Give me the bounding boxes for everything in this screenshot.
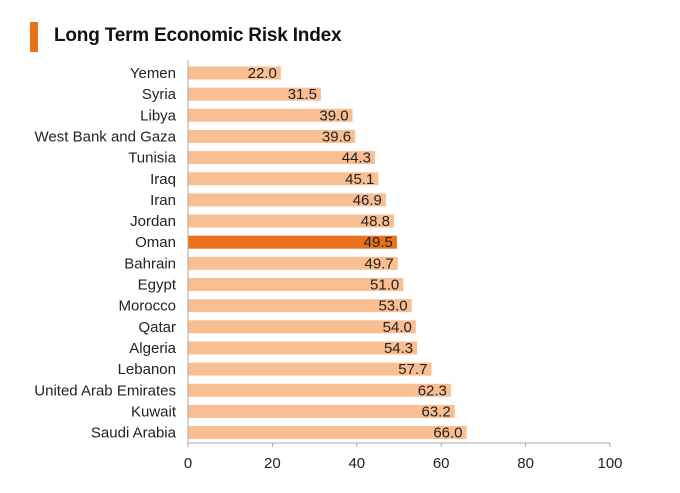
bar <box>188 362 432 376</box>
category-label: Bahrain <box>124 255 176 272</box>
bar <box>188 341 418 355</box>
chart-title: Long Term Economic Risk Index <box>54 25 342 46</box>
category-label: Oman <box>135 234 176 251</box>
value-label: 46.9 <box>353 192 382 209</box>
value-label: 62.3 <box>418 382 447 399</box>
bar <box>188 87 321 101</box>
bar <box>188 151 375 165</box>
value-label: 63.2 <box>421 403 450 420</box>
value-label: 53.0 <box>378 298 407 315</box>
category-label: Morocco <box>118 298 176 315</box>
bar <box>188 108 353 122</box>
bar <box>188 404 455 418</box>
category-label: Lebanon <box>118 361 176 378</box>
value-label: 49.7 <box>365 255 394 272</box>
value-label: 39.6 <box>322 128 351 145</box>
x-tick-label: 20 <box>264 455 281 472</box>
x-tick-label: 0 <box>184 455 192 472</box>
category-label: Iran <box>150 192 176 209</box>
x-tick-label: 80 <box>517 455 534 472</box>
category-label: Libya <box>140 107 177 124</box>
bar <box>188 214 394 228</box>
x-tick-label: 60 <box>433 455 450 472</box>
category-label: Syria <box>142 86 177 103</box>
category-label: Jordan <box>130 213 176 230</box>
bar <box>188 278 404 291</box>
value-label: 44.3 <box>342 150 371 167</box>
bar <box>188 320 416 334</box>
category-label: Kuwait <box>131 403 177 420</box>
value-label: 39.0 <box>319 107 348 124</box>
category-label: Iraq <box>150 171 176 188</box>
category-label: United Arab Emirates <box>34 382 176 399</box>
x-tick-label: 100 <box>597 455 622 472</box>
value-label: 54.0 <box>383 319 412 336</box>
x-tick-label: 40 <box>348 455 365 472</box>
value-label: 22.0 <box>248 65 277 82</box>
category-label: Egypt <box>138 277 177 294</box>
value-label: 54.3 <box>384 340 413 357</box>
category-label: West Bank and Gaza <box>35 128 177 145</box>
value-label: 57.7 <box>398 361 427 378</box>
bar <box>188 129 356 143</box>
bar <box>188 193 386 207</box>
category-label: Yemen <box>130 65 176 82</box>
value-label: 45.1 <box>345 171 374 188</box>
bar <box>188 426 467 440</box>
category-label: Qatar <box>138 319 176 336</box>
bar <box>188 299 412 313</box>
value-label: 31.5 <box>288 86 317 103</box>
bar <box>188 256 398 270</box>
bar <box>188 383 451 397</box>
category-label: Algeria <box>129 340 176 357</box>
category-label: Tunisia <box>128 150 176 167</box>
value-label: 51.0 <box>370 277 399 294</box>
bar <box>188 172 379 186</box>
value-label: 49.5 <box>364 234 393 251</box>
title-accent-bar <box>30 22 38 52</box>
value-label: 66.0 <box>433 425 462 442</box>
value-label: 48.8 <box>361 213 390 230</box>
category-label: Saudi Arabia <box>91 425 177 442</box>
bar <box>188 66 281 80</box>
bar <box>188 235 397 249</box>
